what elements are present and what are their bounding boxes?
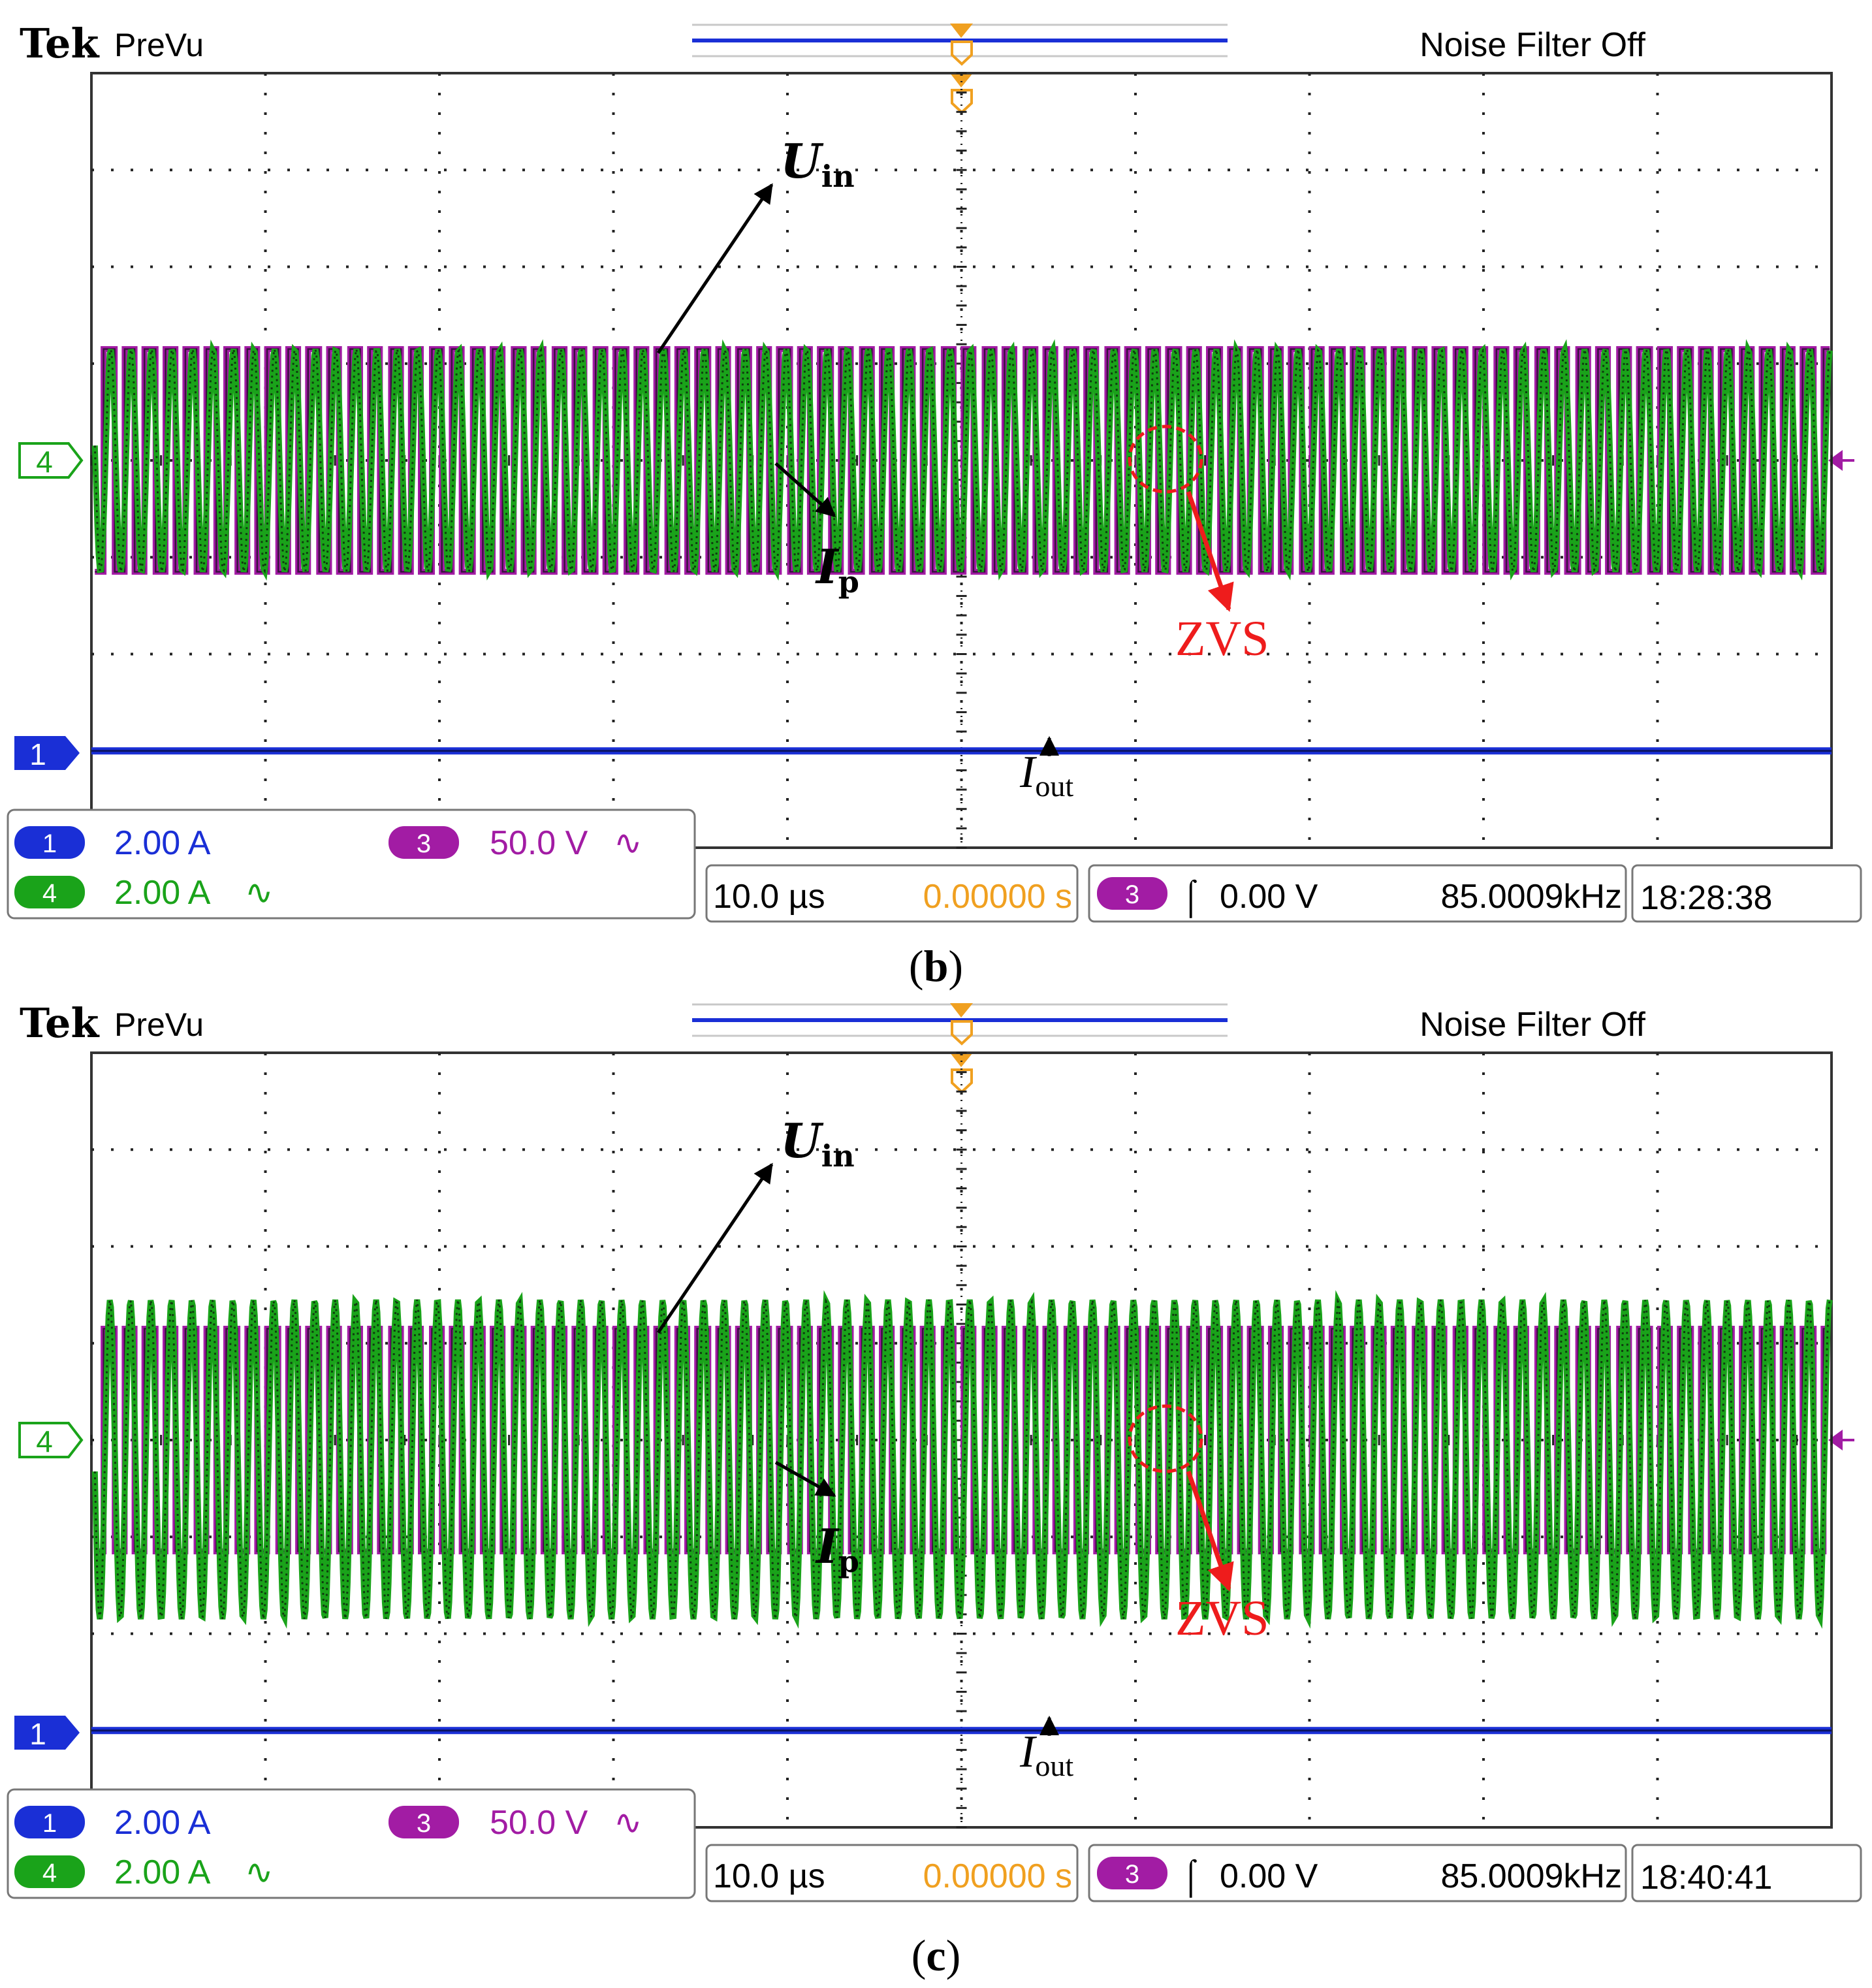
clock-readout-box: 18:40:41 [1631, 1844, 1862, 1902]
ip-arrow [774, 462, 836, 517]
trigger-source-badge[interactable] [1097, 877, 1167, 910]
uin-label: Uin [780, 1113, 855, 1174]
ch3-badge[interactable] [389, 1806, 459, 1838]
trigger-level: 0.00 V [1220, 1857, 1318, 1895]
trigger-slope-icon: ⌠ [1181, 878, 1201, 918]
uin-arrow [656, 1162, 774, 1334]
ch3-badge[interactable] [389, 826, 459, 859]
timebase-readout-box: 10.0 µs 0.00000 s [705, 1844, 1079, 1902]
zvs-arrow [1186, 1470, 1234, 1592]
mode-label: PreVu [114, 27, 204, 63]
frequency-readout: 85.0009kHz [1440, 1857, 1622, 1895]
trigger-source-badge-label: 3 [1125, 1860, 1139, 1889]
status-header: Tek PreVu Noise Filter Off [20, 20, 1646, 114]
timebase-readout-box: 10.0 µs 0.00000 s [705, 864, 1079, 923]
zvs-label: ZVS [1175, 1591, 1269, 1646]
brand-label: Tek [20, 999, 100, 1047]
ch3-scale: 50.0 V [490, 1804, 588, 1842]
trigger-slope-icon: ⌠ [1181, 1857, 1201, 1898]
mode-label: PreVu [114, 1006, 204, 1043]
ch4-marker-label: 4 [36, 445, 53, 479]
timebase-value: 10.0 µs [713, 1857, 825, 1895]
ch4-badge[interactable] [14, 876, 85, 908]
ip-arrow [774, 1461, 836, 1498]
ip-trace-core [93, 1297, 1831, 1622]
ch1-scale: 2.00 A [114, 1804, 211, 1842]
ch4-badge-label: 4 [42, 879, 57, 908]
trigger-readout-box: 3 ⌠ 0.00 V 85.0009kHz [1088, 1844, 1627, 1902]
ch1-badge-label: 1 [42, 1809, 57, 1838]
ch4-badge-label: 4 [42, 1859, 57, 1887]
frequency-readout: 85.0009kHz [1440, 878, 1622, 916]
ip-trace [91, 339, 1833, 581]
ch4-marker-label: 4 [36, 1424, 53, 1458]
trigger-source-badge[interactable] [1097, 1857, 1167, 1889]
ch4-coupling-icon: ∿ [245, 874, 274, 912]
ch4-badge[interactable] [14, 1855, 85, 1888]
ch3-coupling-icon: ∿ [614, 824, 643, 862]
ch1-badge[interactable] [14, 826, 85, 859]
ch1-marker-label: 1 [29, 1717, 46, 1751]
trigger-marker-icon [951, 1020, 973, 1046]
trigger-readout-box: 3 ⌠ 0.00 V 85.0009kHz [1088, 864, 1627, 923]
uin-arrow [656, 183, 774, 354]
channel-readout-box: 1 2.00 A 4 2.00 A ∿ 3 50.0 V ∿ [7, 1788, 696, 1899]
brand-label: Tek [20, 20, 100, 67]
zvs-label: ZVS [1175, 611, 1269, 666]
expansion-marker-icon [951, 1068, 973, 1094]
position-value: 0.00000 s [923, 878, 1072, 916]
ch3-badge-label: 3 [417, 829, 431, 858]
noise-filter-label: Noise Filter Off [1420, 1006, 1645, 1044]
ch4-coupling-icon: ∿ [245, 1853, 274, 1891]
uin-label: Uin [780, 133, 855, 194]
ch1-marker-label: 1 [29, 737, 46, 771]
panel-caption: (c) [911, 1931, 961, 1980]
scope-panel-c: Tek PreVu Noise Filter Off 4 1 Uin Ip Iout ZVS … [0, 980, 1872, 1980]
ch3-coupling-icon: ∿ [614, 1804, 643, 1842]
expansion-marker-icon [951, 89, 973, 114]
ch4-scale: 2.00 A [114, 874, 211, 912]
ch3-level-marker [1828, 450, 1843, 471]
iout-label: Iout [1019, 747, 1073, 803]
ch3-level-marker [1828, 1430, 1843, 1451]
clock-time: 18:28:38 [1640, 879, 1772, 917]
position-value: 0.00000 s [923, 1857, 1072, 1895]
zvs-circle [1128, 425, 1203, 494]
ip-label: Ip [815, 539, 859, 600]
ip-label: Ip [815, 1518, 859, 1579]
ch1-ground-marker[interactable]: 1 [14, 1716, 80, 1751]
ch4-scale: 2.00 A [114, 1853, 211, 1891]
scope-panel-b: Tek PreVu Noise Filter Off 4 1 Uin Ip Iout ZVS … [0, 0, 1872, 991]
clock-readout-box: 18:28:38 [1631, 864, 1862, 923]
noise-filter-label: Noise Filter Off [1420, 26, 1645, 64]
expansion-point-icon [950, 73, 973, 88]
zvs-circle [1128, 1404, 1203, 1473]
ch1-ground-marker[interactable]: 1 [14, 736, 80, 771]
timebase-value: 10.0 µs [713, 878, 825, 916]
status-header: Tek PreVu Noise Filter Off [20, 999, 1646, 1094]
zvs-arrow [1186, 490, 1234, 612]
uin-trace-core [95, 348, 1830, 573]
ch3-badge-label: 3 [417, 1809, 431, 1838]
ch4-ground-marker[interactable]: 4 [18, 1422, 84, 1458]
iout-label: Iout [1019, 1727, 1073, 1782]
ch1-badge[interactable] [14, 1806, 85, 1838]
ch3-scale: 50.0 V [490, 824, 588, 862]
trigger-position-icon [950, 24, 973, 38]
panel-caption: (b) [908, 941, 964, 991]
channel-readout-box: 1 2.00 A 4 2.00 A ∿ 3 50.0 V ∿ [7, 809, 696, 920]
trigger-level: 0.00 V [1220, 878, 1318, 916]
ch1-badge-label: 1 [42, 829, 57, 858]
trigger-position-icon [950, 1003, 973, 1018]
trigger-source-badge-label: 3 [1125, 880, 1139, 909]
ch4-ground-marker[interactable]: 4 [18, 442, 84, 479]
ch1-scale: 2.00 A [114, 824, 211, 862]
trigger-marker-icon [951, 40, 973, 66]
expansion-point-icon [950, 1053, 973, 1067]
clock-time: 18:40:41 [1640, 1859, 1772, 1897]
